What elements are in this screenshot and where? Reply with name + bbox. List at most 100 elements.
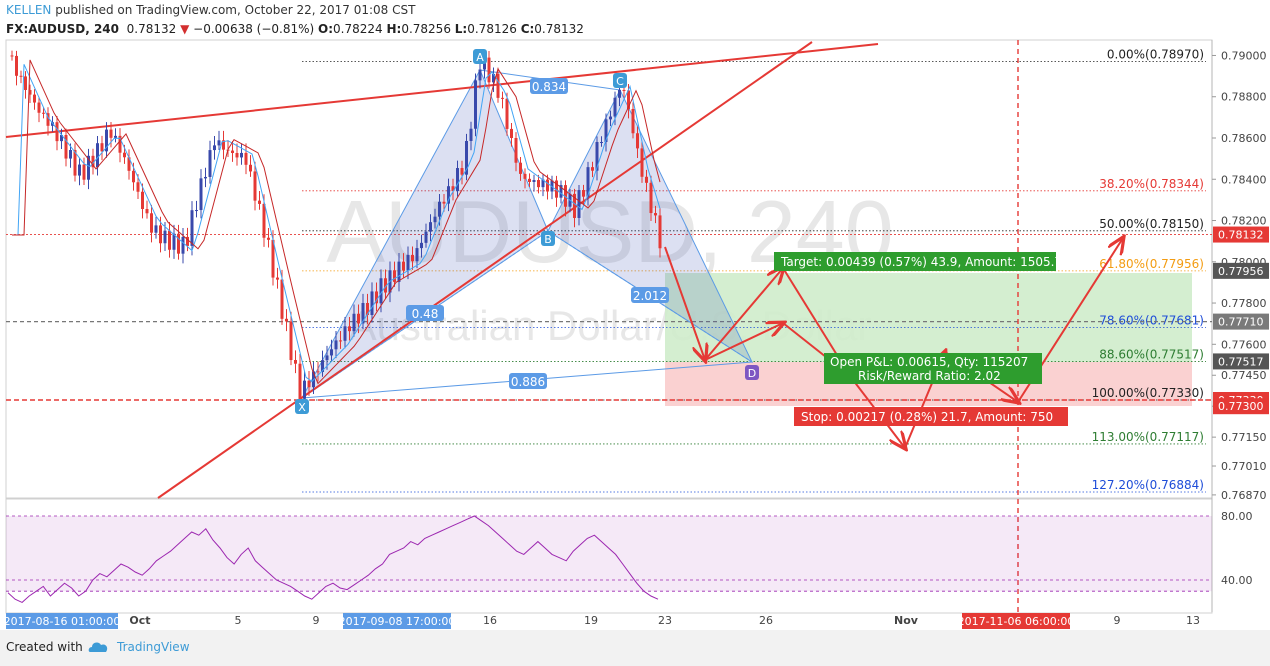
candle-body xyxy=(127,157,131,171)
pattern-point-badge[interactable] xyxy=(473,49,487,64)
candle-body xyxy=(411,254,414,262)
candle-body xyxy=(514,137,518,163)
upper-trend-line[interactable] xyxy=(5,43,879,138)
candle-body xyxy=(249,164,252,172)
price-tick-label: 0.77450 xyxy=(1221,369,1267,382)
target-label: Target: 0.00439 (0.57%) 43.9, Amount: 15… xyxy=(780,255,1070,269)
xb-line xyxy=(301,230,549,399)
candle-body xyxy=(298,363,302,399)
projection-arrow[interactable] xyxy=(664,246,705,360)
rsi-band xyxy=(6,516,1212,592)
candle-body xyxy=(114,135,117,138)
candle-body xyxy=(447,186,450,204)
open-pl-label: Open P&L: 0.00615, Qty: 115207 xyxy=(830,355,1028,369)
open-pl-box[interactable] xyxy=(824,353,1042,384)
candle-body xyxy=(627,90,630,109)
candle-body xyxy=(600,142,603,144)
candle-body xyxy=(163,230,167,244)
stop-label-box[interactable] xyxy=(794,407,1068,426)
pattern-point-label: C xyxy=(616,75,624,88)
candle-body xyxy=(325,355,329,361)
candle-body xyxy=(537,180,540,188)
candle-body xyxy=(168,230,171,250)
price-tag[interactable] xyxy=(1213,313,1269,330)
candles-group xyxy=(10,50,662,408)
time-tick-label: Nov xyxy=(894,614,919,627)
candle-body xyxy=(132,170,135,183)
candle-body xyxy=(654,213,657,216)
candle-body xyxy=(348,326,351,332)
candle-body xyxy=(469,128,473,141)
target-zone[interactable] xyxy=(665,273,1192,362)
candle-body xyxy=(433,216,437,223)
candle-body xyxy=(631,108,635,134)
symbol-label[interactable]: FX:AUDUSD, 240 xyxy=(6,22,120,36)
candle-body xyxy=(123,152,126,158)
pattern-point-badge[interactable] xyxy=(295,399,309,414)
ratio-badge[interactable] xyxy=(509,373,547,389)
candle-body xyxy=(352,313,356,332)
candle-body xyxy=(546,179,549,192)
rsi-tick-label: 40.00 xyxy=(1221,574,1253,587)
candle-body xyxy=(141,191,144,210)
open-value: 0.78224 xyxy=(333,22,383,36)
target-label-box[interactable] xyxy=(774,252,1056,271)
price-tick-label: 0.76870 xyxy=(1221,489,1267,502)
down-arrow-icon: ▼ xyxy=(180,22,190,36)
candle-body xyxy=(289,321,293,361)
pattern-point-badge[interactable] xyxy=(613,73,627,88)
footer-bar: Created with TradingView xyxy=(0,630,1270,666)
time-tick-label: 19 xyxy=(584,614,598,627)
projection-arrow[interactable] xyxy=(704,323,783,361)
candle-body xyxy=(519,162,522,174)
brand-link[interactable]: TradingView xyxy=(117,640,190,654)
candle-body xyxy=(46,113,50,126)
time-highlight[interactable] xyxy=(6,613,118,629)
fib-level-label: 61.80%(0.77956) xyxy=(1099,257,1204,271)
price-tag[interactable] xyxy=(1213,262,1269,279)
price-tag[interactable] xyxy=(1213,398,1269,415)
candle-body xyxy=(280,279,284,319)
candle-body xyxy=(429,222,432,232)
candle-body xyxy=(262,203,266,238)
candle-body xyxy=(379,278,383,304)
price-tag-label: 0.78132 xyxy=(1218,229,1264,242)
candle-body xyxy=(451,186,455,192)
rsi-line[interactable] xyxy=(7,515,659,603)
candle-body xyxy=(253,171,257,201)
pattern-point-badge[interactable] xyxy=(745,365,759,380)
price-tag[interactable] xyxy=(1213,226,1269,243)
candle-body xyxy=(172,233,176,250)
candle-body xyxy=(303,380,306,399)
time-highlight[interactable] xyxy=(962,613,1070,629)
high-label: H: xyxy=(386,22,402,36)
candle-body xyxy=(415,248,419,262)
candle-body xyxy=(316,371,320,373)
price-tag[interactable] xyxy=(1213,353,1269,370)
candle-body xyxy=(465,140,468,175)
candle-body xyxy=(204,176,207,179)
rising-trend-line[interactable] xyxy=(157,41,813,499)
ratio-badge[interactable] xyxy=(406,305,444,321)
price-tick-label: 0.77600 xyxy=(1221,338,1267,351)
candle-body xyxy=(190,210,194,246)
ratio-badge[interactable] xyxy=(631,287,669,303)
candle-body xyxy=(541,179,545,188)
candle-body xyxy=(438,201,441,217)
author-name[interactable]: KELLEN xyxy=(6,3,52,17)
candle-body xyxy=(649,182,653,214)
candle-body xyxy=(321,360,324,373)
candle-body xyxy=(24,76,27,90)
pattern-point-badge[interactable] xyxy=(541,231,555,246)
time-tick-label: 5 xyxy=(235,614,242,627)
fib-level-label: 127.20%(0.76884) xyxy=(1092,478,1204,492)
price-tick-label: 0.78800 xyxy=(1221,91,1267,104)
tradingview-logo-icon[interactable] xyxy=(88,640,110,654)
candle-body xyxy=(402,261,405,271)
candle-body xyxy=(150,213,153,233)
time-tick-label: 9 xyxy=(1114,614,1121,627)
projection-arrow[interactable] xyxy=(704,268,783,361)
ratio-badge[interactable] xyxy=(530,78,568,94)
time-highlight[interactable] xyxy=(343,613,451,629)
